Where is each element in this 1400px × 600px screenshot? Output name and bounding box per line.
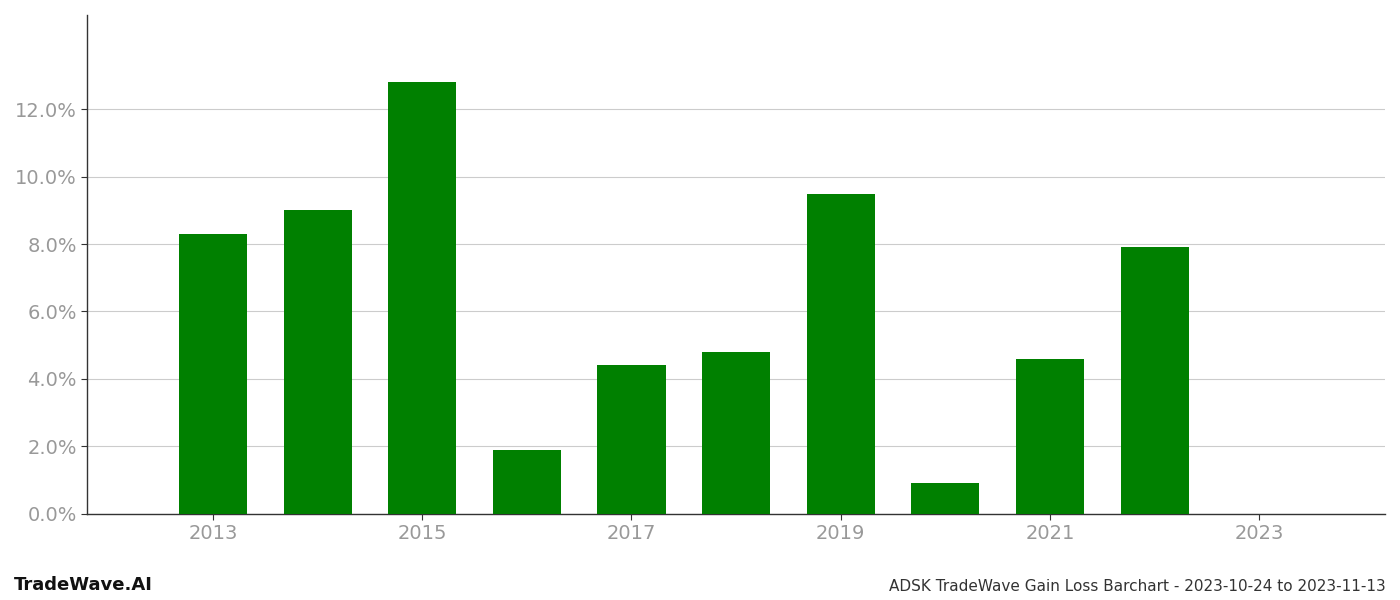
Bar	[284, 211, 351, 514]
Bar	[598, 365, 665, 514]
Bar	[911, 483, 980, 514]
Text: TradeWave.AI: TradeWave.AI	[14, 576, 153, 594]
Bar	[1121, 247, 1189, 514]
Bar	[806, 194, 875, 514]
Bar	[388, 82, 456, 514]
Bar	[179, 234, 246, 514]
Bar	[493, 449, 561, 514]
Bar	[703, 352, 770, 514]
Text: ADSK TradeWave Gain Loss Barchart - 2023-10-24 to 2023-11-13: ADSK TradeWave Gain Loss Barchart - 2023…	[889, 579, 1386, 594]
Bar	[1016, 359, 1084, 514]
